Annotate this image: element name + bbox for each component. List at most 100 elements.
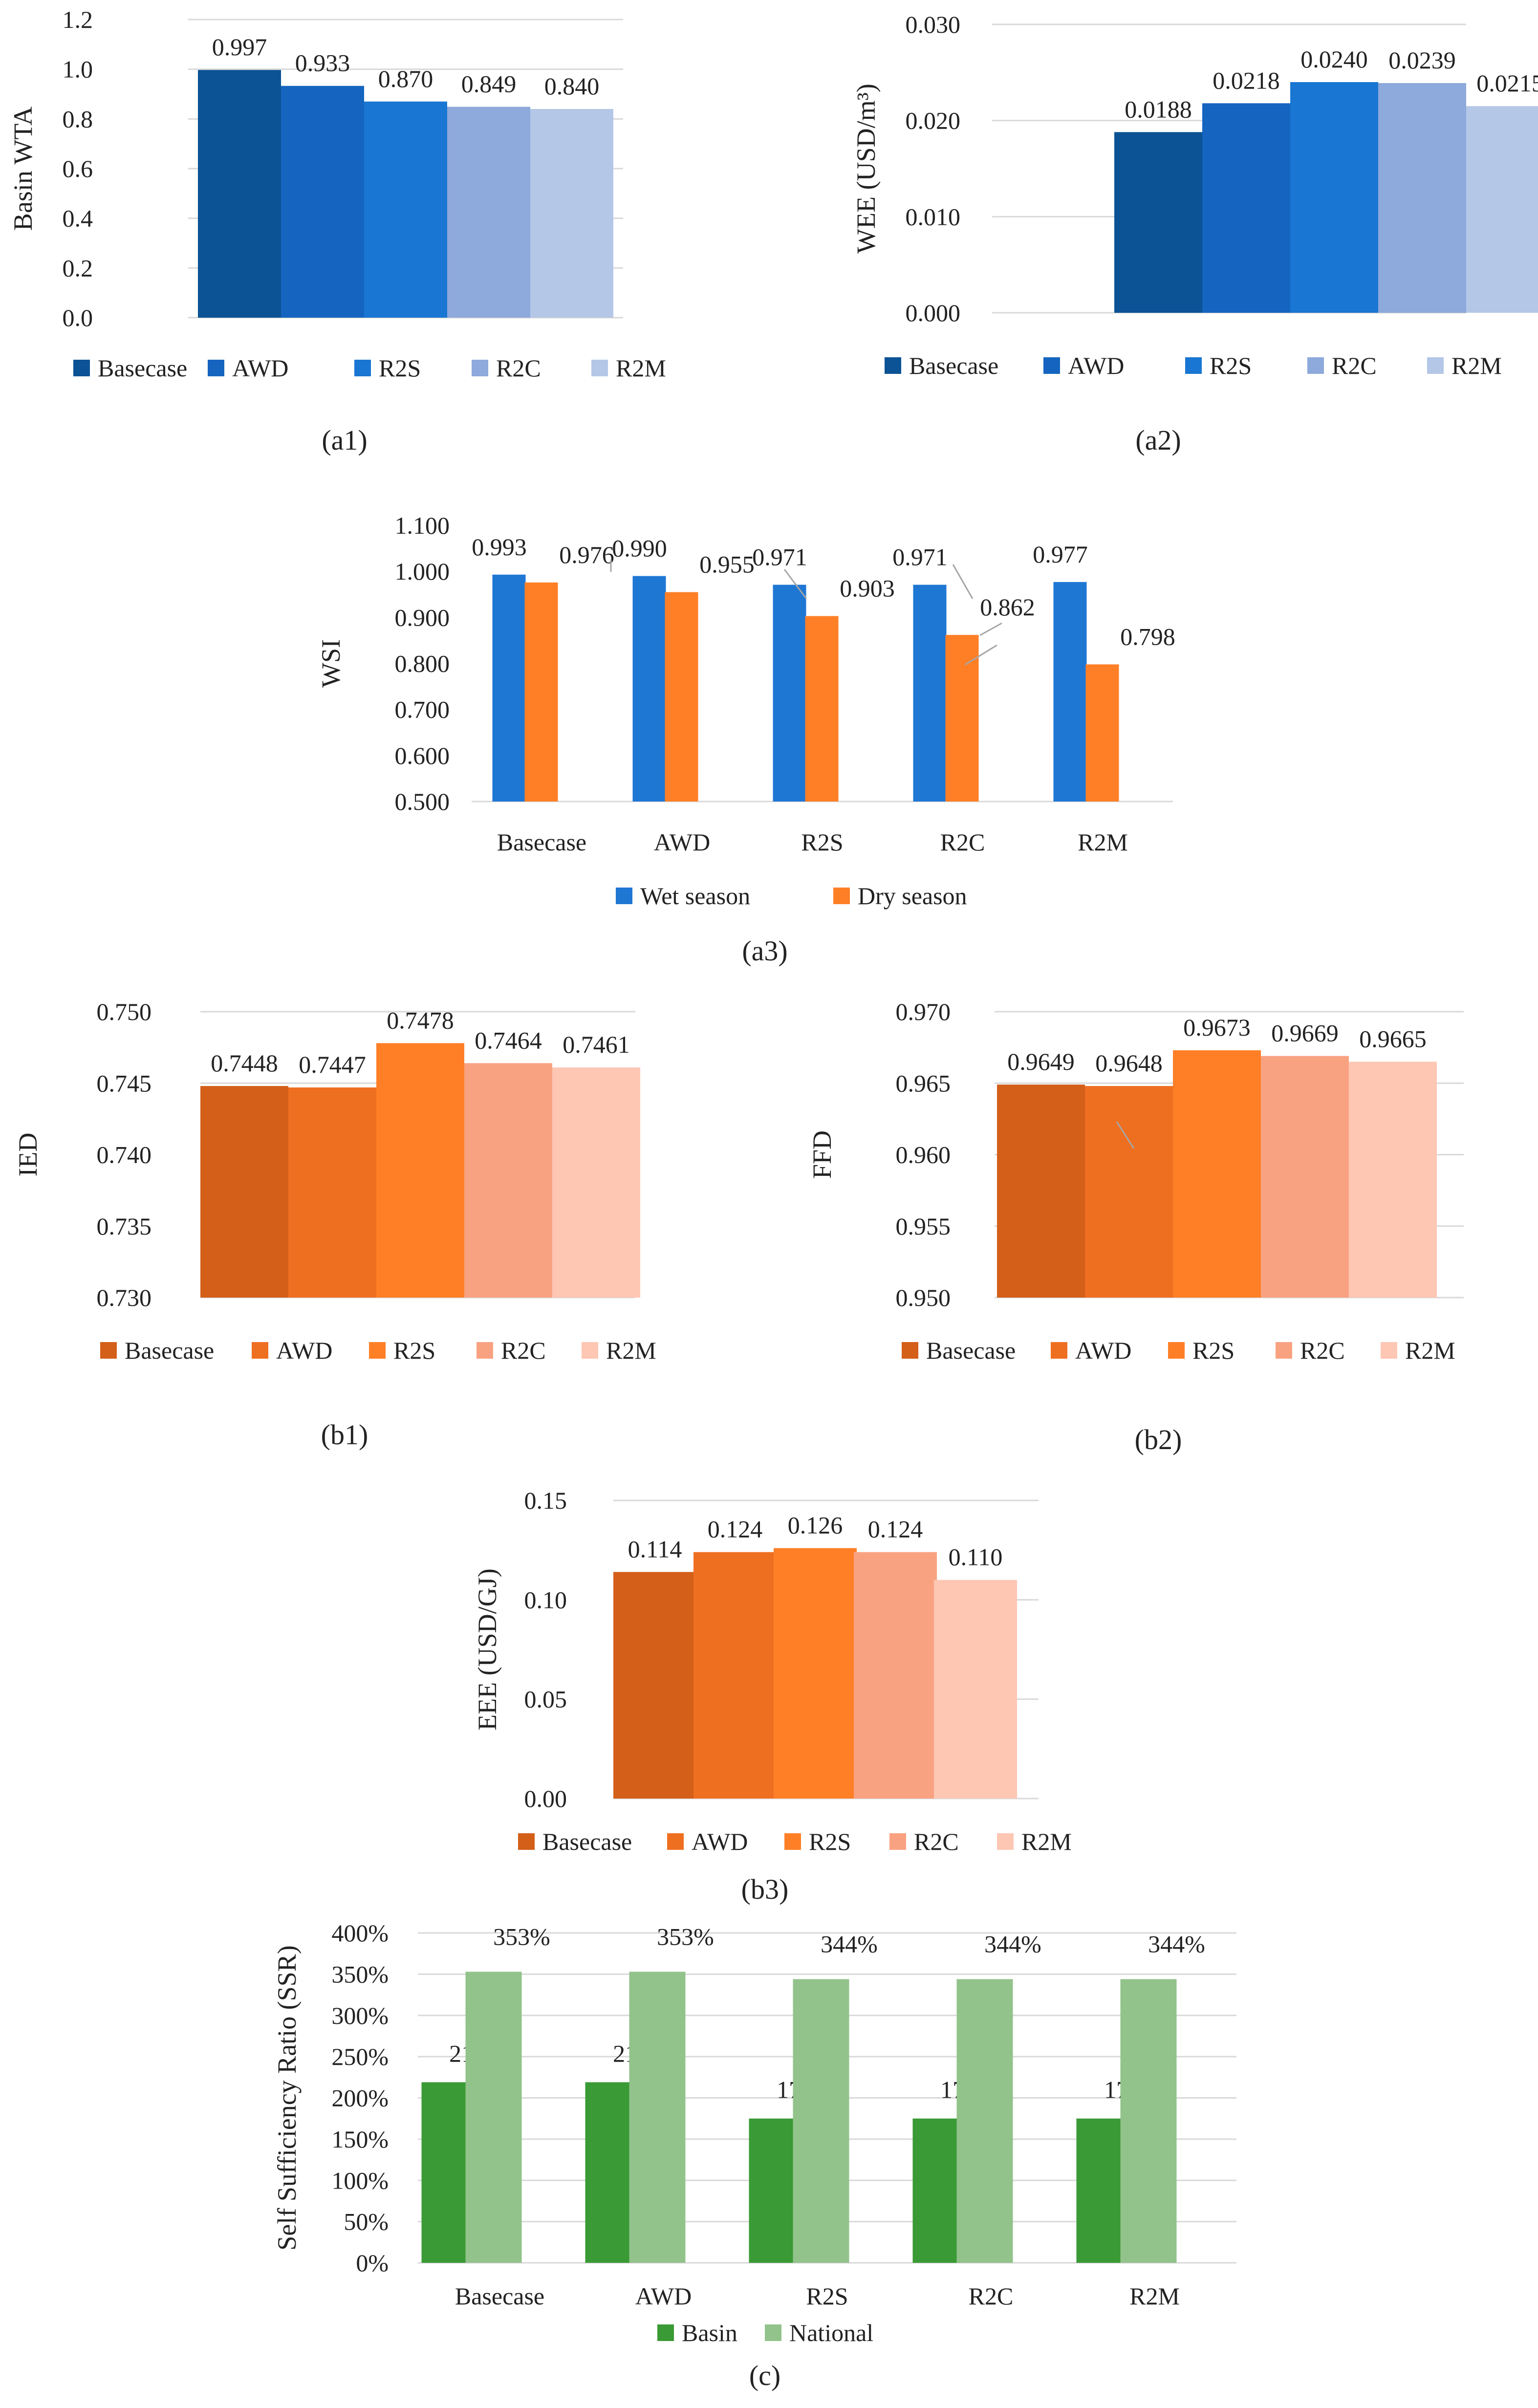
y-tick-label: 0.960 [896,1141,951,1169]
leader-line [952,564,974,599]
chart-b2: 0.950 0.955 0.960 0.965 0.970 FFD 0.9649 0.9648… [807,998,1464,1455]
data-label: 0.114 [628,1535,682,1562]
legend-swatch [885,357,901,374]
legend-label: Basecase [125,1337,214,1364]
legend-label: R2S [1192,1337,1235,1364]
y-tick-label: 0.735 [97,1213,152,1240]
legend-swatch [518,1833,535,1850]
bar-national [793,1979,849,2263]
bar-wet-season [1053,582,1087,802]
data-label: 344% [984,1931,1041,1958]
bar-national [465,1972,522,2263]
y-tick-label: 50% [344,2208,389,2235]
legend-swatch [667,1833,684,1850]
leader-line [979,622,1002,636]
bar-dry-season [665,592,698,802]
data-label: 0.9673 [1183,1014,1251,1041]
data-label: 0.903 [840,575,895,602]
y-tick-label: 0.970 [896,998,951,1025]
legend-label: Basecase [909,352,998,379]
legend-label: R2M [616,354,666,382]
data-label: 0.110 [949,1543,1003,1571]
bar [1349,1062,1437,1298]
chart-b3: 0.00 0.05 0.10 0.15 EEE (USD/GJ) 0.114 0.124 0.… [473,1487,1072,1905]
bar [774,1548,857,1799]
bar [1173,1050,1261,1298]
data-label: 0.0239 [1388,46,1456,74]
legend-swatch [1427,357,1444,374]
bar [613,1572,696,1799]
data-label: 0.0240 [1300,45,1368,73]
legend-swatch [591,360,608,376]
data-label: 0.933 [295,49,350,77]
legend-label: R2M [1451,352,1502,379]
y-tick-label: 0.745 [97,1069,152,1097]
panel-caption: (c) [749,2360,780,2391]
bar [693,1552,777,1799]
y-tick-label: 0.15 [524,1487,567,1514]
y-tick-label: 0.8 [63,105,93,132]
bar-dry-season [524,582,558,802]
legend-label: Basecase [98,354,187,382]
data-label: 0.9648 [1095,1049,1163,1077]
panel-caption: (a3) [742,935,787,967]
bar [997,1085,1085,1298]
legend-label: R2S [809,1828,851,1855]
y-tick-label: 0.020 [906,107,961,134]
y-tick-label: 0.700 [395,696,450,723]
bar-dry-season [945,635,979,802]
y-tick-label: 250% [331,2043,389,2070]
y-axis-label: IED [13,1133,43,1177]
bar [1261,1056,1349,1298]
y-tick-label: 0% [356,2249,389,2277]
legend-label: Basecase [926,1337,1016,1364]
data-label: 344% [821,1931,878,1958]
bar [288,1087,376,1298]
bar [1466,106,1538,313]
bar-wet-season [492,574,526,802]
y-tick-label: 0.4 [63,205,93,232]
data-label: 353% [493,1923,550,1950]
data-label: 0.990 [612,535,667,562]
y-tick-label: 150% [331,2126,389,2153]
x-tick-label: AWD [635,2282,692,2310]
chart-b1: 0.730 0.735 0.740 0.745 0.750 IED 0.7448 0.7447… [13,998,656,1451]
y-tick-label: 0.955 [896,1213,951,1240]
y-tick-label: 0.000 [906,299,961,326]
data-label: 0.7448 [211,1049,278,1077]
y-tick-label: 0.900 [395,604,450,631]
x-tick-label: Basecase [455,2282,544,2310]
legend-swatch [582,1342,598,1359]
legend-swatch [477,1342,493,1359]
chart-c: 0% 50% 100% 150% 200% 250% 300% 350% 400% Self Su… [272,1919,1236,2391]
panel-caption: (a1) [322,424,367,456]
legend-swatch [472,360,488,376]
bar-wet-season [913,585,947,802]
y-tick-label: 0.010 [906,203,961,230]
bar [1378,83,1466,313]
bar [552,1067,640,1298]
legend-label: Basecase [542,1828,632,1855]
leader-line [965,644,997,666]
y-tick-label: 0.965 [896,1069,951,1097]
data-label: 344% [1148,1931,1205,1958]
legend-swatch [765,2324,781,2341]
legend-label: R2C [1332,352,1377,379]
legend-swatch [784,1833,801,1850]
bar [1290,82,1378,313]
legend: Basecase AWD R2S R2C R2M [100,1337,656,1364]
legend-label: Wet season [640,882,750,910]
bar [376,1043,464,1298]
legend-swatch [657,2324,674,2341]
legend: Basecase AWD R2S R2C R2M [518,1828,1072,1855]
x-tick-label: R2C [969,2282,1014,2310]
legend-swatch [1185,357,1202,374]
bar-national [956,1979,1013,2263]
legend-swatch [1276,1342,1292,1359]
legend-label: R2C [501,1337,546,1364]
bar [281,86,364,318]
data-label: 0.9669 [1271,1020,1339,1047]
y-axis-label: Self Sufficiency Ratio (SSR) [272,1945,302,2250]
legend-label: R2C [914,1828,959,1855]
legend: Basecase AWD R2S R2C R2M [902,1337,1455,1364]
